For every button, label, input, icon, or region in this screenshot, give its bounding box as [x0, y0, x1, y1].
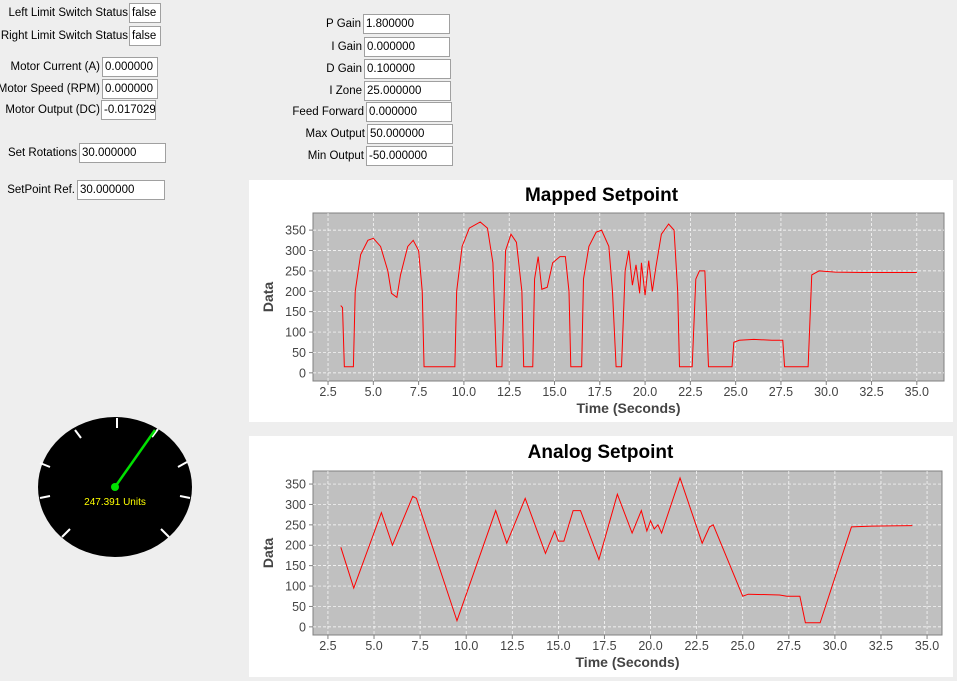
gauge-label: 247.391 Units [84, 497, 146, 508]
x-tick-label: 25.0 [731, 639, 755, 653]
x-tick-label: 7.5 [410, 385, 427, 399]
x-tick-label: 7.5 [411, 639, 428, 653]
field-label: SetPoint Ref. [7, 184, 75, 196]
plot-area [312, 212, 945, 382]
field-value[interactable]: -0.017029 [101, 100, 156, 120]
y-tick-label: 300 [285, 498, 306, 512]
field-label: Right Limit Switch Status [0, 30, 128, 42]
x-tick-label: 35.0 [915, 639, 939, 653]
x-tick-label: 25.0 [723, 385, 747, 399]
chart-title: Analog Setpoint [528, 442, 674, 463]
x-tick-label: 32.5 [869, 639, 893, 653]
x-tick-label: 20.0 [638, 639, 662, 653]
y-tick-label: 350 [285, 478, 306, 492]
x-tick-label: 27.5 [769, 385, 793, 399]
x-tick-label: 12.5 [500, 639, 524, 653]
field-label: Set Rotations [7, 147, 77, 159]
field-label: Motor Output (DC) [5, 104, 100, 116]
y-tick-label: 0 [299, 366, 306, 380]
y-tick-label: 0 [299, 620, 306, 634]
field-value[interactable]: false [129, 26, 161, 46]
field-value[interactable]: 0.000000 [102, 79, 158, 99]
x-tick-label: 20.0 [633, 385, 657, 399]
field-value[interactable]: 0.000000 [366, 102, 452, 122]
field-label: Motor Current (A) [10, 61, 100, 73]
field-label: Motor Speed (RPM) [0, 83, 100, 95]
field-label: Feed Forward [292, 106, 364, 118]
field-value[interactable]: 0.000000 [102, 57, 158, 77]
field-label: Min Output [307, 150, 364, 162]
field-value[interactable]: 1.800000 [363, 14, 450, 34]
field-value[interactable]: -50.000000 [366, 146, 453, 166]
chart-title: Mapped Setpoint [525, 185, 679, 206]
data-line [340, 221, 917, 368]
y-tick-label: 250 [285, 518, 306, 532]
x-tick-label: 22.5 [684, 639, 708, 653]
x-tick-label: 12.5 [497, 385, 521, 399]
y-tick-label: 350 [285, 224, 306, 238]
x-tick-label: 5.0 [365, 639, 382, 653]
x-tick-label: 15.0 [542, 385, 566, 399]
y-tick-label: 100 [285, 326, 306, 340]
field-label: Max Output [305, 128, 365, 140]
x-tick-label: 10.0 [454, 639, 478, 653]
field-label: I Zone [329, 85, 362, 97]
x-tick-label: 2.5 [319, 639, 336, 653]
x-tick-label: 17.5 [588, 385, 612, 399]
plot-area [312, 470, 943, 636]
field-value[interactable]: 25.000000 [364, 81, 451, 101]
y-tick-label: 150 [285, 559, 306, 573]
field-label: I Gain [331, 41, 362, 53]
y-tick-label: 100 [285, 580, 306, 594]
x-tick-label: 15.0 [546, 639, 570, 653]
y-tick-label: 300 [285, 244, 306, 258]
gauge: 247.391 Units [38, 417, 192, 557]
field-label: D Gain [326, 63, 362, 75]
field-value[interactable]: 30.000000 [79, 143, 166, 163]
field-label: Left Limit Switch Status [8, 7, 128, 19]
x-axis-label: Time (Seconds) [576, 654, 680, 670]
x-tick-label: 30.0 [814, 385, 838, 399]
y-tick-label: 50 [292, 346, 306, 360]
x-tick-label: 5.0 [365, 385, 382, 399]
x-tick-label: 30.0 [823, 639, 847, 653]
gauge-hub [111, 483, 119, 491]
field-value[interactable]: 0.100000 [364, 59, 451, 79]
field-value[interactable]: 30.000000 [77, 180, 165, 200]
x-axis-label: Time (Seconds) [577, 400, 681, 416]
x-tick-label: 32.5 [859, 385, 883, 399]
x-tick-label: 10.0 [452, 385, 476, 399]
y-tick-label: 50 [292, 600, 306, 614]
field-value[interactable]: false [129, 3, 161, 23]
x-tick-label: 35.0 [905, 385, 929, 399]
x-tick-label: 2.5 [319, 385, 336, 399]
data-line [340, 476, 913, 624]
x-tick-label: 27.5 [777, 639, 801, 653]
y-axis-label: Data [260, 538, 276, 569]
y-axis-label: Data [260, 282, 276, 313]
x-tick-label: 17.5 [592, 639, 616, 653]
y-tick-label: 200 [285, 539, 306, 553]
x-tick-label: 22.5 [678, 385, 702, 399]
field-label: P Gain [326, 18, 361, 30]
field-value[interactable]: 0.000000 [364, 37, 450, 57]
y-tick-label: 250 [285, 264, 306, 278]
field-value[interactable]: 50.000000 [367, 124, 453, 144]
gauge-ticks [39, 418, 191, 538]
y-tick-label: 150 [285, 305, 306, 319]
gauge-needle [113, 429, 157, 488]
y-tick-label: 200 [285, 285, 306, 299]
